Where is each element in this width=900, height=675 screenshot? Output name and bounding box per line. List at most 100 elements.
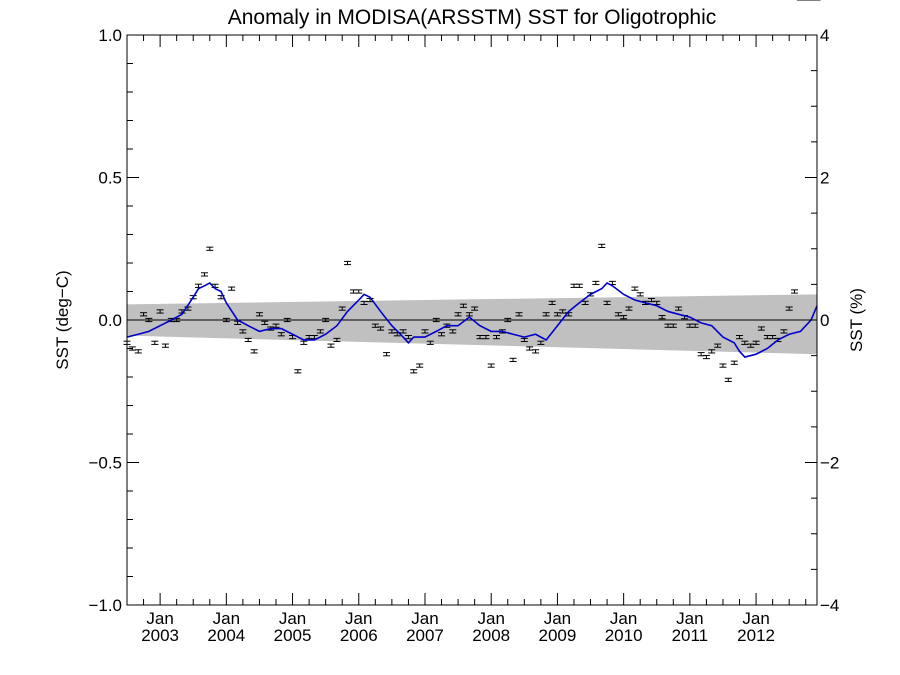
data-point [161, 343, 169, 348]
smoothed-trend-line [126, 281, 818, 358]
data-point [421, 329, 429, 334]
left-tick-label: 0.5 [98, 169, 122, 188]
data-point [636, 292, 644, 297]
data-point [520, 337, 528, 343]
data-point [785, 306, 793, 311]
data-point [294, 369, 302, 374]
data-point [250, 349, 258, 354]
data-point [509, 357, 517, 362]
data-point [355, 289, 363, 294]
data-point [277, 332, 285, 337]
data-point [383, 352, 391, 357]
data-point [399, 329, 407, 334]
right-tick-label: −2 [820, 454, 839, 473]
data-point [471, 306, 479, 311]
data-point [156, 309, 164, 314]
data-point [675, 306, 683, 311]
data-point [404, 335, 412, 340]
data-point [598, 243, 606, 248]
data-point [719, 363, 727, 368]
data-point [631, 286, 639, 291]
data-point [316, 329, 324, 334]
data-point [333, 337, 341, 343]
left-tick-label: −0.5 [88, 454, 122, 473]
data-point [255, 312, 263, 317]
data-point [465, 312, 473, 317]
data-point [228, 286, 236, 291]
data-point [300, 340, 308, 345]
x-tick-year-label: 2004 [207, 626, 245, 645]
y-axis-label-right: SST (%) [847, 288, 866, 352]
right-tick-label: 4 [820, 26, 829, 45]
data-point [542, 312, 550, 317]
data-point [780, 329, 788, 334]
x-tick-year-label: 2010 [605, 626, 643, 645]
data-point [504, 317, 512, 323]
x-tick-year-label: 2006 [340, 626, 378, 645]
data-point [360, 300, 368, 305]
x-tick-year-label: 2007 [406, 626, 444, 645]
data-point [515, 312, 523, 317]
x-tick-month-label: Jan [477, 609, 504, 628]
x-tick-year-label: 2009 [539, 626, 577, 645]
x-tick-month-label: Jan [146, 609, 173, 628]
data-point [322, 317, 330, 323]
data-point [416, 363, 424, 368]
data-point [714, 343, 722, 348]
data-point [730, 360, 738, 365]
data-point [134, 349, 142, 354]
data-point [261, 320, 269, 325]
data-point [493, 335, 501, 340]
chart-title: Anomaly in MODISA(ARSSTM) SST for Oligot… [228, 6, 717, 29]
data-point [548, 300, 556, 305]
data-point [344, 260, 352, 266]
data-point [603, 300, 611, 305]
data-point [702, 354, 710, 360]
right-tick-label: 0 [820, 311, 829, 330]
left-tick-label: −1.0 [88, 596, 122, 615]
left-tick-label: 0.0 [98, 311, 122, 330]
data-point [575, 283, 583, 288]
data-point [200, 272, 208, 277]
data-point [741, 340, 749, 345]
data-point [658, 315, 666, 320]
data-point [145, 317, 153, 323]
uncertainty-band [127, 294, 817, 355]
data-point [487, 363, 495, 368]
right-tick-label: 2 [820, 169, 829, 188]
data-point [476, 335, 484, 340]
x-tick-month-label: Jan [610, 609, 637, 628]
data-point [459, 303, 467, 308]
x-tick-year-label: 2003 [141, 626, 179, 645]
x-tick-month-label: Jan [742, 609, 769, 628]
data-point [581, 300, 589, 305]
data-point [724, 377, 732, 382]
plot-frame [126, 34, 818, 606]
data-point [438, 332, 446, 337]
data-point [222, 317, 230, 323]
x-tick-month-label: Jan [213, 609, 240, 628]
data-point [377, 326, 385, 331]
data-point [559, 309, 567, 314]
data-point [283, 317, 291, 323]
data-point [244, 337, 252, 343]
x-tick-month-label: Jan [345, 609, 372, 628]
x-tick-month-label: Jan [279, 609, 306, 628]
x-tick-year-label: 2008 [472, 626, 510, 645]
data-point [211, 283, 219, 288]
left-tick-label: 1.0 [98, 26, 122, 45]
data-point [757, 326, 765, 331]
x-tick-year-label: 2005 [274, 626, 312, 645]
data-point [708, 349, 716, 354]
right-tick-label: −4 [820, 596, 839, 615]
data-point [449, 329, 457, 334]
data-point [272, 323, 280, 328]
data-point [426, 340, 434, 345]
data-point [410, 369, 418, 374]
data-point [338, 306, 346, 311]
data-point [526, 346, 534, 351]
x-tick-month-label: Jan [544, 609, 571, 628]
data-point [790, 289, 798, 294]
data-point [592, 280, 600, 286]
